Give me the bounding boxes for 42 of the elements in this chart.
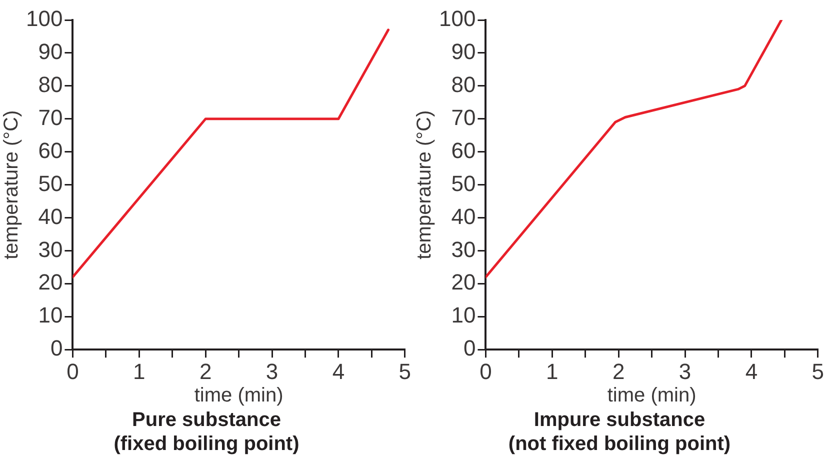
x-tick-label: 3 <box>266 358 278 384</box>
x-axis-title: time (min) <box>194 384 284 407</box>
y-tick-label: 80 <box>451 72 476 97</box>
y-tick-label: 100 <box>26 6 63 32</box>
y-tick-label: 50 <box>38 170 63 196</box>
y-tick-label: 30 <box>38 236 63 262</box>
y-tick-label: 20 <box>38 270 63 295</box>
y-tick-label: 30 <box>451 236 476 262</box>
y-axis-title: temperature (°C) <box>0 110 23 260</box>
y-tick-label: 10 <box>38 302 63 328</box>
text: Impure substance <box>532 408 706 432</box>
text: Pure substance <box>131 408 282 432</box>
x-tick-label: 1 <box>546 358 558 384</box>
x-tick-label: 1 <box>133 358 146 384</box>
x-tick-label: 2 <box>612 358 625 384</box>
y-tick-label: 70 <box>451 104 476 130</box>
y-tick-label: 70 <box>38 104 63 130</box>
y-tick-label: 90 <box>451 39 476 64</box>
text: (not fixed boiling point) <box>507 432 732 456</box>
y-axis-title: temperature (°C) <box>414 110 436 260</box>
text: (fixed boiling point) <box>112 432 300 456</box>
y-tick-label: 40 <box>38 204 63 229</box>
x-axis-title: time (min) <box>607 384 696 407</box>
y-tick-label: 0 <box>50 336 63 361</box>
y-tick-label: 100 <box>438 6 476 32</box>
y-tick-label: 60 <box>38 138 63 163</box>
x-tick-label: 5 <box>812 358 824 384</box>
y-tick-label: 80 <box>38 72 63 97</box>
y-tick-label: 10 <box>451 302 476 328</box>
x-tick-label: 0 <box>66 358 79 384</box>
x-tick-label: 4 <box>332 358 345 384</box>
y-tick-label: 40 <box>451 204 476 229</box>
x-tick-label: 5 <box>398 358 412 384</box>
y-tick-label: 50 <box>451 170 476 196</box>
x-tick-label: 4 <box>745 358 758 384</box>
y-tick-label: 60 <box>451 138 476 163</box>
y-tick-label: 20 <box>451 270 476 295</box>
y-tick-label: 0 <box>463 336 476 361</box>
y-tick-label: 90 <box>38 39 63 64</box>
x-tick-label: 0 <box>480 358 492 384</box>
x-tick-label: 3 <box>678 358 692 384</box>
x-tick-label: 2 <box>199 358 212 384</box>
